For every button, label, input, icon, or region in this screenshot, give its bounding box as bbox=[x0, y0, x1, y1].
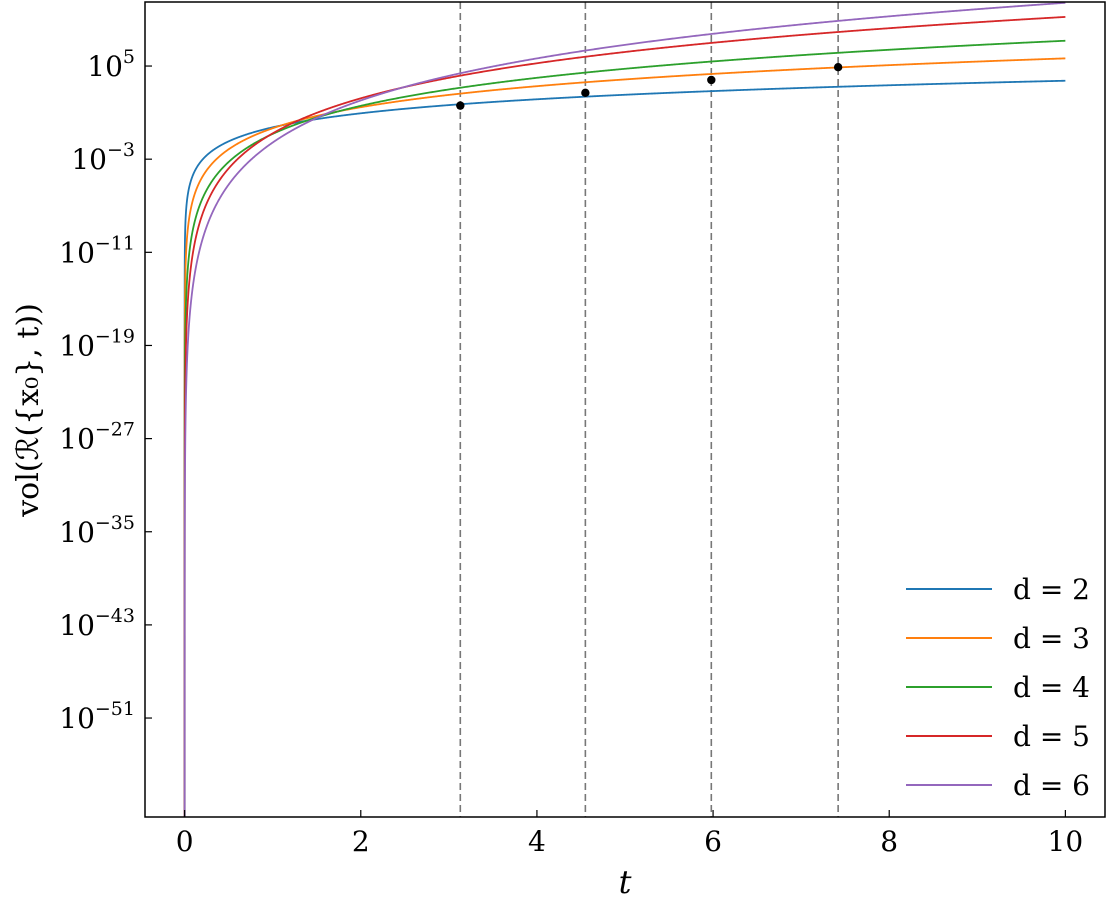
x-tick-label: 2 bbox=[352, 825, 370, 858]
y-axis-label: vol(ℛ({x₀}, t)) bbox=[11, 303, 46, 518]
legend-label: d = 4 bbox=[1013, 671, 1090, 704]
legend-label: d = 6 bbox=[1013, 769, 1090, 802]
plot-frame bbox=[144, 1, 1106, 818]
x-axis-label: t bbox=[619, 863, 632, 901]
intersection-point bbox=[833, 62, 843, 72]
intersection-point bbox=[707, 75, 716, 85]
y-axis-ticks: 105 10−3 10−11 10−19 10−27 10−35 10−43 10−51 bbox=[59, 46, 152, 735]
legend-label: d = 2 bbox=[1013, 573, 1090, 606]
vertical-dashed-lines bbox=[459, 2, 839, 817]
x-tick-label: 10 bbox=[1048, 825, 1084, 858]
x-tick-label: 0 bbox=[176, 825, 194, 858]
x-tick-label: 8 bbox=[880, 825, 898, 858]
series-line-d4 bbox=[183, 39, 1066, 817]
y-tick-label: 10−35 bbox=[59, 512, 135, 549]
x-tick-label: 6 bbox=[704, 825, 722, 858]
series-line-d2 bbox=[183, 79, 1066, 817]
x-tick-label: 4 bbox=[528, 825, 546, 858]
y-tick-label: 105 bbox=[87, 46, 135, 83]
y-tick-label: 10−11 bbox=[59, 232, 135, 269]
intersection-points bbox=[456, 62, 843, 110]
intersection-point bbox=[456, 101, 465, 110]
series-lines bbox=[183, 2, 1066, 817]
legend: d = 2 d = 3 d = 4 d = 5 d = 6 bbox=[906, 573, 1090, 802]
series-line-d6 bbox=[183, 2, 1066, 817]
y-tick-label: 10−3 bbox=[71, 139, 135, 176]
intersection-point bbox=[581, 88, 590, 98]
y-tick-label: 10−27 bbox=[59, 419, 135, 456]
legend-label: d = 3 bbox=[1013, 622, 1090, 655]
series-line-d5 bbox=[183, 16, 1066, 817]
series-line-d3 bbox=[183, 57, 1066, 817]
x-axis-ticks: 0 2 4 6 8 10 bbox=[176, 810, 1083, 858]
legend-label: d = 5 bbox=[1013, 720, 1090, 753]
y-tick-label: 10−51 bbox=[59, 698, 135, 735]
y-tick-label: 10−43 bbox=[59, 605, 135, 642]
y-tick-label: 10−19 bbox=[59, 325, 135, 362]
